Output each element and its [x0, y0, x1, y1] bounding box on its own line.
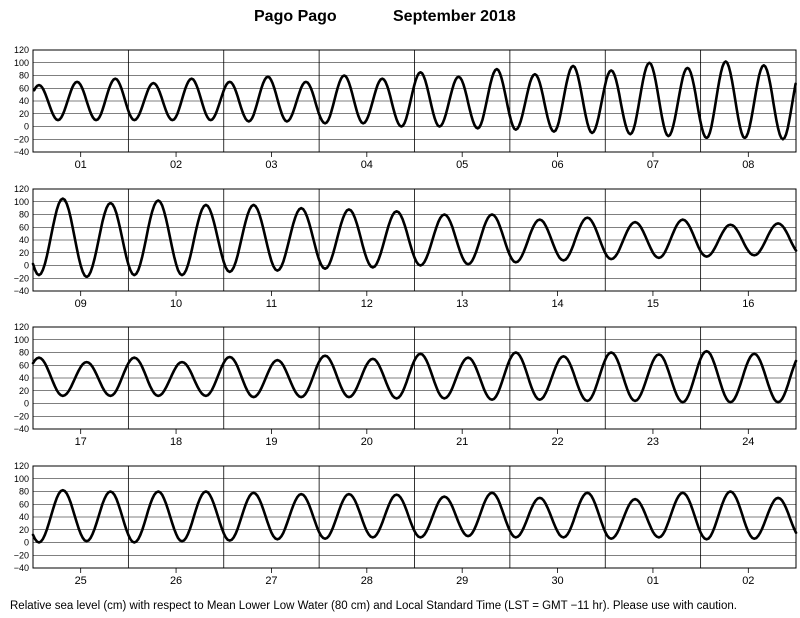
y-tick-label: 0 — [24, 538, 29, 548]
y-tick-label: 40 — [19, 512, 29, 522]
y-tick-label: 20 — [19, 525, 29, 535]
title-place: Pago Pago — [254, 8, 337, 25]
y-tick-label: −20 — [14, 411, 29, 421]
day-label: 13 — [456, 298, 468, 310]
y-tick-label: 80 — [19, 348, 29, 358]
panel-frame — [32, 465, 797, 569]
footnote: Relative sea level (cm) with respect to … — [10, 600, 737, 612]
day-label: 19 — [265, 436, 277, 448]
y-tick-label: −40 — [14, 147, 29, 157]
day-label: 05 — [456, 159, 468, 171]
day-label: 08 — [742, 159, 754, 171]
y-tick-label: 40 — [19, 96, 29, 106]
page-title: Pago Pago September 2018 — [0, 4, 800, 28]
y-tick-label: −40 — [14, 424, 29, 434]
y-tick-label: 20 — [19, 386, 29, 396]
day-label: 22 — [551, 436, 563, 448]
tide-curve — [31, 197, 798, 279]
y-tick-label: 20 — [19, 248, 29, 258]
tide-panel: −40 −20 0 20 40 60 80 100 120 25 26 27 28 29 30 01 02 — [14, 461, 798, 587]
y-tick-label: −40 — [14, 286, 29, 296]
y-tick-label: 0 — [24, 122, 29, 132]
day-label: 29 — [456, 575, 468, 587]
day-label: 27 — [265, 575, 277, 587]
day-label: 25 — [75, 575, 87, 587]
y-tick-label: 100 — [14, 335, 29, 345]
day-label: 21 — [456, 436, 468, 448]
day-label: 07 — [647, 159, 659, 171]
tide-panel: −40 −20 0 20 40 60 80 100 120 09 10 11 12 13 14 15 16 — [14, 184, 798, 310]
y-tick-label: −20 — [14, 550, 29, 560]
day-label: 02 — [170, 159, 182, 171]
day-label: 16 — [742, 298, 754, 310]
day-label: 15 — [647, 298, 659, 310]
y-tick-label: 80 — [19, 210, 29, 220]
panel-frame — [32, 188, 797, 292]
day-label: 23 — [647, 436, 659, 448]
day-label: 10 — [170, 298, 182, 310]
tide-curve — [31, 488, 798, 544]
y-tick-label: 120 — [14, 45, 29, 55]
day-label: 17 — [75, 436, 87, 448]
day-label: 11 — [266, 298, 277, 310]
tide-curve — [31, 349, 798, 404]
tide-panel: −40 −20 0 20 40 60 80 100 120 17 18 19 20 21 22 23 24 — [14, 322, 798, 448]
day-label: 26 — [170, 575, 182, 587]
day-label: 14 — [551, 298, 563, 310]
panel-frame — [32, 326, 797, 430]
day-label: 12 — [361, 298, 373, 310]
y-tick-label: 40 — [19, 235, 29, 245]
y-tick-label: 100 — [14, 197, 29, 207]
y-tick-label: 0 — [24, 399, 29, 409]
day-label: 03 — [265, 159, 277, 171]
tide-curve — [32, 60, 797, 141]
y-tick-label: 120 — [14, 322, 29, 332]
y-tick-label: −40 — [14, 563, 29, 573]
panel-frame — [32, 49, 797, 153]
day-label: 01 — [647, 575, 659, 587]
y-tick-label: 120 — [14, 184, 29, 194]
day-label: 04 — [361, 159, 373, 171]
day-label: 01 — [75, 159, 87, 171]
day-label: 30 — [551, 575, 563, 587]
day-label: 28 — [361, 575, 373, 587]
day-label: 06 — [551, 159, 563, 171]
y-tick-label: 120 — [14, 461, 29, 471]
y-tick-label: 60 — [19, 499, 29, 509]
y-tick-label: 0 — [24, 261, 29, 271]
day-label: 20 — [361, 436, 373, 448]
y-tick-label: −20 — [14, 273, 29, 283]
y-tick-label: 80 — [19, 487, 29, 497]
title-period: September 2018 — [393, 8, 516, 25]
y-tick-label: 100 — [14, 474, 29, 484]
day-label: 18 — [170, 436, 182, 448]
day-label: 09 — [75, 298, 87, 310]
y-tick-label: 20 — [19, 109, 29, 119]
day-label: 24 — [742, 436, 754, 448]
y-tick-label: 60 — [19, 222, 29, 232]
y-tick-label: 80 — [19, 71, 29, 81]
tide-panel: −40 −20 0 20 40 60 80 100 120 01 02 03 04 05 06 07 08 — [14, 45, 797, 171]
y-tick-label: 60 — [19, 83, 29, 93]
day-label: 02 — [742, 575, 754, 587]
y-tick-label: 40 — [19, 373, 29, 383]
y-tick-label: 100 — [14, 58, 29, 68]
y-tick-label: 60 — [19, 360, 29, 370]
y-tick-label: −20 — [14, 134, 29, 144]
